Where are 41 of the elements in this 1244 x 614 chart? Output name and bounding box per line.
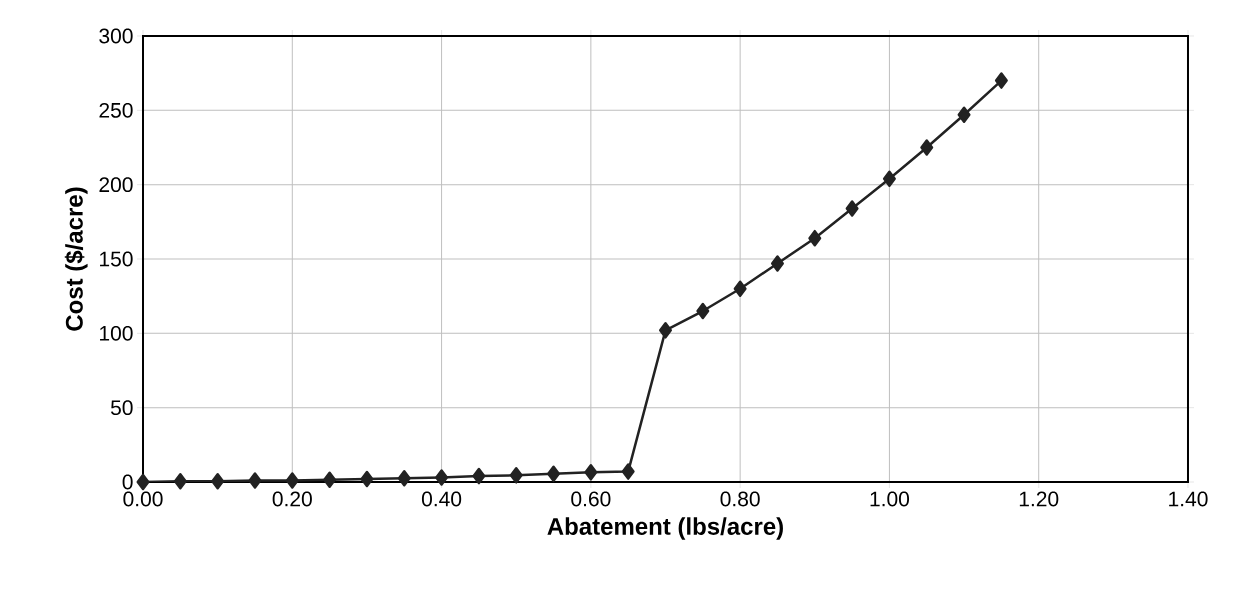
point (136, 473, 150, 491)
point (994, 72, 1008, 89)
x-axis-title: Abatement (lbs/acre) (547, 517, 783, 540)
point (808, 229, 822, 247)
point (285, 472, 299, 489)
y-tick-label: 200 (99, 177, 133, 193)
x-tick-label: 0.20 (272, 491, 312, 507)
point (733, 280, 747, 297)
y-tick-label: 250 (99, 102, 133, 118)
x-tick-label: 1.40 (1169, 491, 1208, 507)
y-tick-label: 0 (122, 474, 133, 490)
point (211, 473, 225, 490)
point (397, 470, 411, 487)
point (547, 465, 561, 483)
y-tick-label: 300 (99, 28, 133, 44)
y-tick-label: 50 (110, 400, 133, 416)
point (248, 472, 262, 489)
y-tick-label: 100 (100, 325, 133, 341)
x-tick-label: 0.00 (123, 491, 163, 507)
point (659, 322, 672, 339)
x-tick-label: 0.40 (421, 491, 462, 507)
point (696, 302, 710, 320)
y-axis-title: Cost ($/acre) (64, 187, 88, 331)
point (360, 470, 374, 488)
point (435, 469, 449, 486)
point (882, 170, 896, 187)
point (770, 255, 784, 272)
x-tick-label: 1.20 (1019, 491, 1059, 507)
point (621, 463, 635, 480)
point (323, 471, 337, 489)
point (472, 467, 486, 485)
point (957, 106, 971, 124)
x-tick-label: 1.00 (870, 491, 910, 507)
y-tick-label: 150 (100, 251, 133, 267)
point (920, 139, 934, 156)
point (845, 200, 859, 217)
x-tick-label: 0.60 (571, 491, 611, 507)
point (173, 473, 187, 490)
point (584, 464, 598, 481)
point (509, 467, 523, 484)
x-tick-label: 0.80 (720, 491, 760, 507)
